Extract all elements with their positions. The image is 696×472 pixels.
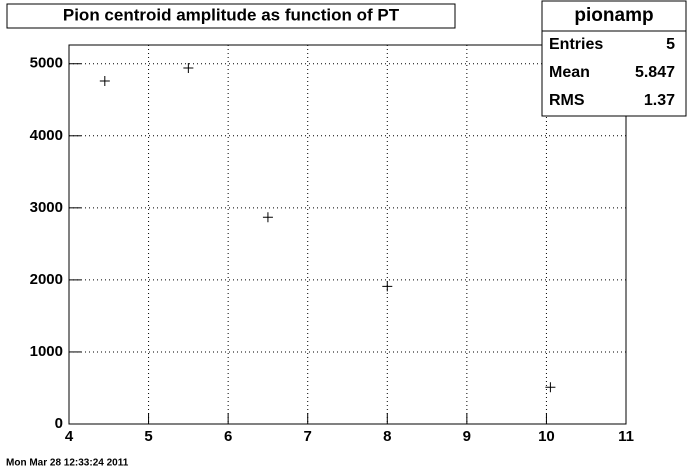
markers — [99, 63, 556, 393]
stats-value: 5 — [666, 36, 675, 53]
marker — [99, 76, 110, 87]
timestamp: Mon Mar 28 12:33:24 2011 — [6, 458, 129, 469]
x-tick-label: 8 — [383, 428, 391, 445]
marker — [382, 281, 393, 292]
y-tick-label: 2000 — [30, 271, 63, 288]
marker — [545, 382, 556, 393]
y-tick-label: 5000 — [30, 55, 63, 72]
grid — [68, 45, 627, 425]
x-tick-label: 6 — [224, 428, 232, 445]
title-box — [6, 3, 456, 29]
plot-frame — [68, 44, 627, 425]
stats-label: RMS — [549, 92, 585, 109]
x-tick-label: 7 — [304, 428, 312, 445]
y-tick-label: 0 — [55, 415, 63, 432]
y-tick-label: 3000 — [30, 199, 63, 216]
x-tick-label: 11 — [618, 428, 634, 445]
x-tick-label: 10 — [538, 428, 555, 445]
marker — [262, 212, 273, 223]
y-tick-label: 1000 — [30, 343, 63, 360]
stats-label: Mean — [549, 64, 590, 81]
x-tick-label: 9 — [463, 428, 471, 445]
y-tick-label: 4000 — [30, 127, 63, 144]
stats-label: Entries — [549, 36, 603, 53]
chart-title: Pion centroid amplitude as function of P… — [63, 5, 400, 24]
x-tick-label: 4 — [65, 428, 74, 445]
stats-box — [541, 0, 687, 117]
x-tick-label: 5 — [144, 428, 152, 445]
stats-value: 5.847 — [635, 64, 675, 81]
stats-title: pionamp — [574, 5, 653, 26]
stats-value: 1.37 — [644, 92, 675, 109]
marker — [183, 63, 194, 74]
stats-rows: Entries 5 Mean 5.847 RMS 1.37 — [549, 36, 675, 109]
